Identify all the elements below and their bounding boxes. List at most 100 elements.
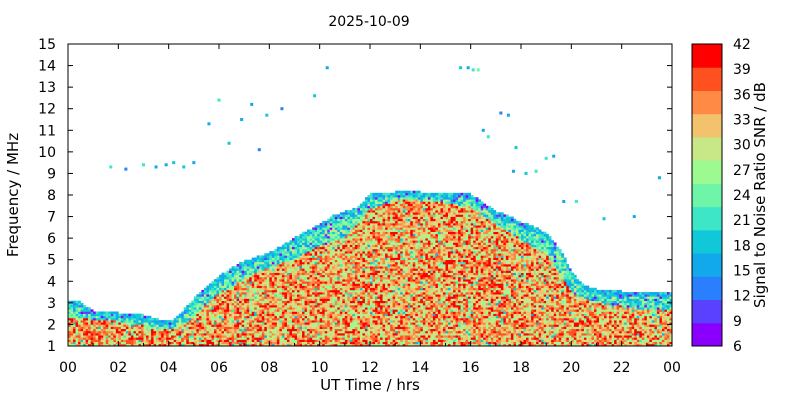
heatmap-cell [276,296,280,299]
heatmap-cell [334,268,338,271]
heatmap-cell [211,328,215,332]
heatmap-cell [90,341,94,345]
heatmap-cell [312,251,315,254]
heatmap-cell [372,255,376,258]
heatmap-cell [246,305,250,308]
heatmap-cell [213,298,217,301]
heatmap-cell [390,223,393,226]
heatmap-cell [135,330,139,334]
heatmap-cell [349,289,353,293]
heatmap-cell [370,223,373,226]
heatmap-cell [201,341,205,345]
heatmap-cell [352,305,356,308]
heatmap-cell [284,279,288,282]
heatmap-cell [188,324,192,327]
heatmap-cell [375,337,378,340]
heatmap-cell [359,305,363,308]
heatmap-cell [400,335,404,338]
heatmap-cell [279,324,283,327]
heatmap-cell [118,335,122,338]
heatmap-cell [395,255,398,258]
heatmap-cell [395,216,398,220]
heatmap-cell [261,292,265,295]
heatmap-cell [367,220,371,224]
heatmap-cell [362,296,366,299]
heatmap-cell [299,242,303,245]
heatmap-cell [95,320,99,323]
heatmap-cell [387,203,391,207]
heatmap-cell [261,259,265,263]
heatmap-cell [332,229,336,232]
heatmap-cell [239,320,242,323]
heatmap-cell [264,296,268,299]
heatmap-cell [181,339,185,342]
heatmap-cell [392,337,396,340]
heatmap-cell [261,266,265,269]
heatmap-cell [90,339,94,342]
heatmap-cell [229,313,232,317]
heatmap-cell [312,276,315,280]
heatmap-cell [342,216,346,220]
heatmap-cell [208,320,212,323]
heatmap-cell [284,315,288,319]
heatmap-cell [385,242,388,245]
heatmap-cell [347,294,351,297]
heatmap-cell [380,283,383,286]
heatmap-cell [392,229,396,232]
heatmap-cell [349,335,353,338]
heatmap-cell [397,246,401,250]
heatmap-cell [380,233,383,237]
heatmap-cell [334,272,338,276]
heatmap-cell [211,300,215,304]
heatmap-cell [219,302,222,306]
heatmap-cell [261,337,265,340]
heatmap-cell [148,330,152,334]
heatmap-cell [370,242,373,245]
heatmap-cell [352,231,356,235]
heatmap-cell [73,307,76,310]
heatmap-cell [261,268,265,271]
heatmap-cell [251,283,255,286]
heatmap-cell [357,214,361,217]
heatmap-cell [203,335,207,338]
heatmap-cell [156,341,159,345]
heatmap-cell [231,274,235,278]
heatmap-cell [347,313,351,317]
heatmap-cell [90,322,94,325]
heatmap-cell [302,257,305,261]
heatmap-cell [196,335,200,338]
heatmap-cell [80,305,84,308]
heatmap-cell [274,259,278,263]
heatmap-cell [241,264,245,267]
heatmap-cell [332,335,336,338]
heatmap-cell [259,268,263,271]
heatmap-cell [68,328,71,332]
heatmap-cell [284,272,288,276]
heatmap-cell [349,227,353,230]
heatmap-cell [249,322,253,325]
heatmap-cell [256,298,260,301]
heatmap-cell [118,330,122,334]
heatmap-cell [385,341,388,345]
heatmap-cell [188,333,192,336]
heatmap-cell [231,283,235,286]
heatmap-cell [213,324,217,327]
heatmap-cell [88,322,91,325]
heatmap-cell [75,330,79,334]
heatmap-cell [196,313,200,317]
heatmap-cell [256,343,260,347]
heatmap-cell [322,227,325,230]
heatmap-cell [354,311,358,314]
heatmap-cell [312,339,315,342]
heatmap-cell [314,268,318,271]
heatmap-cell [329,339,333,342]
heatmap-cell [193,296,197,299]
heatmap-cell [390,253,393,256]
heatmap-cell [397,311,401,314]
heatmap-cell [259,300,263,304]
heatmap-cell [188,313,192,317]
heatmap-cell [294,276,298,280]
heatmap-cell [289,285,293,289]
heatmap-cell [354,328,358,332]
heatmap-cell [377,311,381,314]
